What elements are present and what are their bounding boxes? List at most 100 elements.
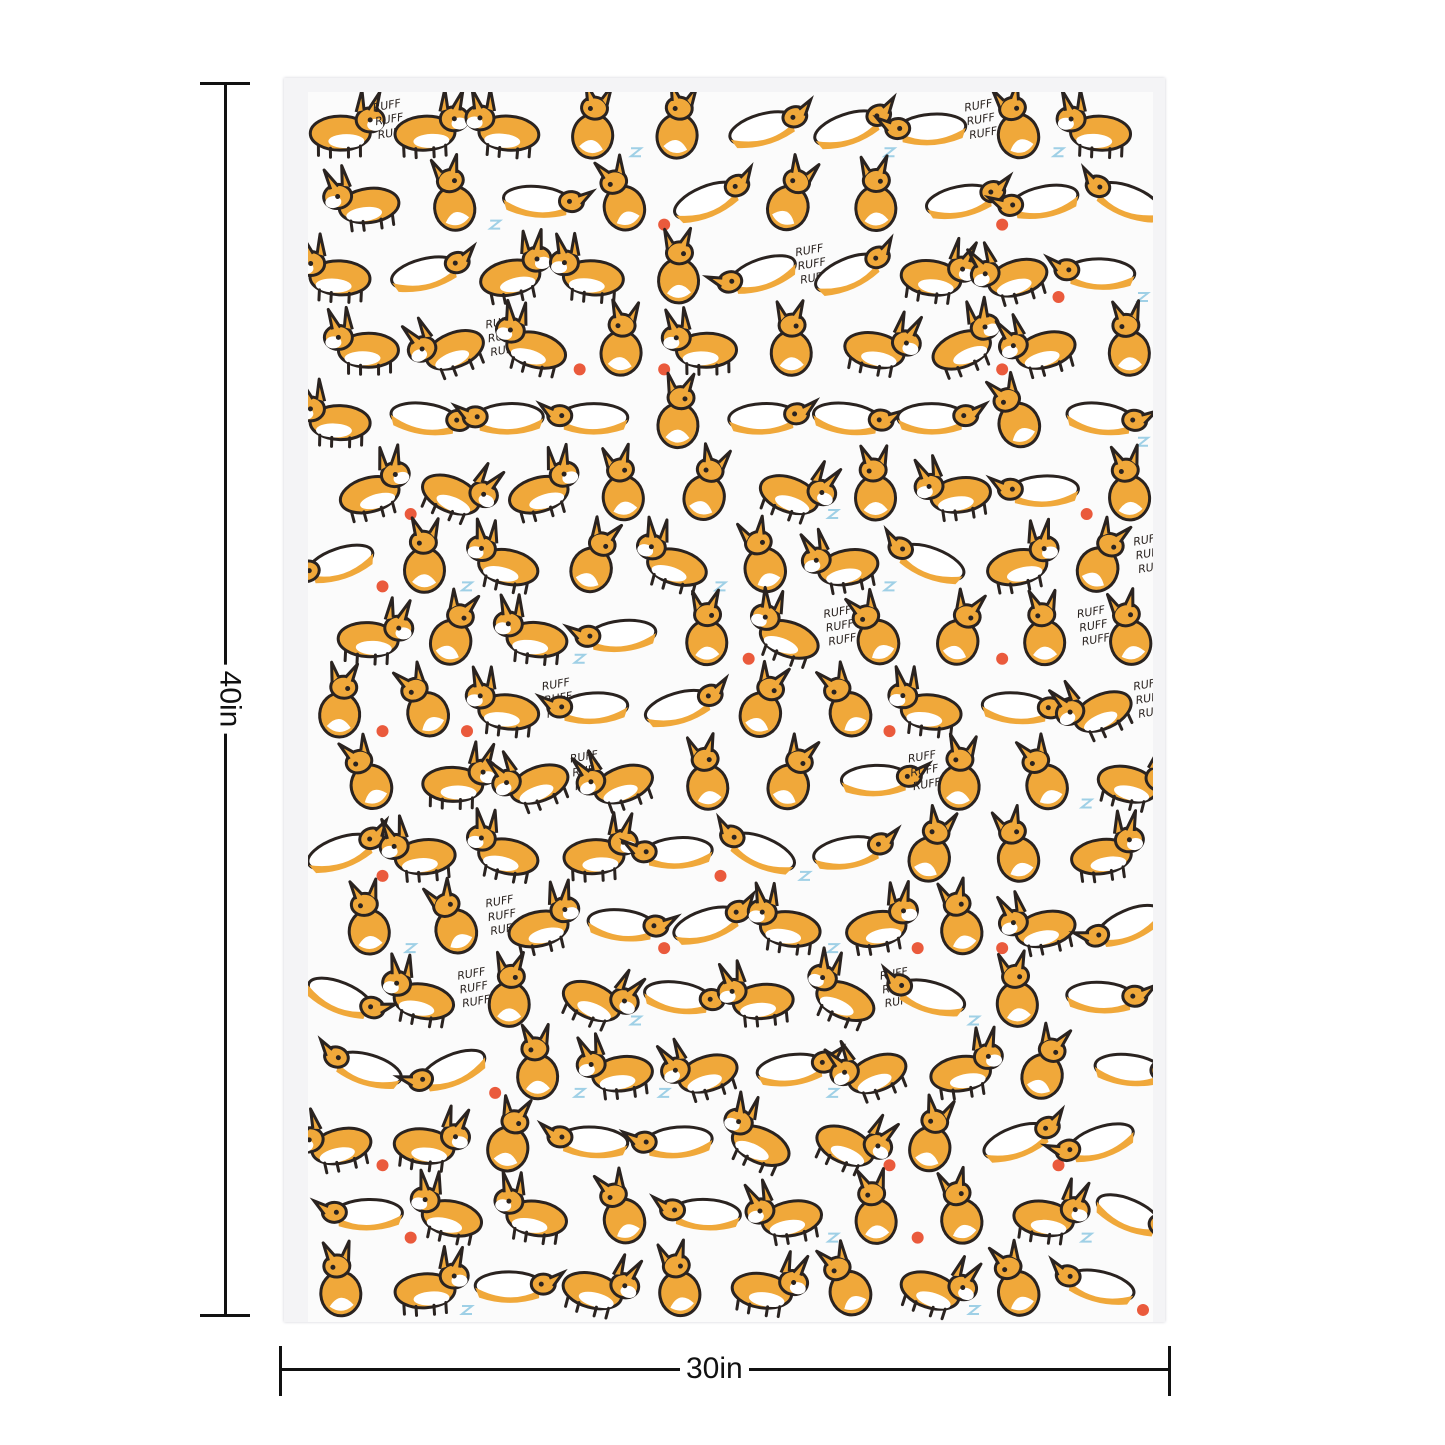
corgi-motif — [485, 750, 570, 815]
zz-mark — [1078, 798, 1095, 809]
corgi-motif — [685, 732, 730, 811]
ruff-text: RUFF — [487, 906, 518, 924]
ruff-text: RUFF — [963, 97, 994, 115]
corgi-motif — [728, 95, 814, 149]
height-dimension-top-tick — [200, 82, 250, 85]
corgi-motif — [466, 517, 540, 595]
corgi-motif — [319, 1239, 363, 1318]
ball-dot — [1052, 1159, 1065, 1172]
corgi-motif — [925, 171, 1014, 220]
corgi-motif — [1023, 588, 1067, 667]
corgi-motif — [736, 514, 787, 594]
corgi-motif — [854, 444, 898, 522]
ball-dot — [742, 652, 755, 665]
ruff-text: RUFF — [1132, 675, 1153, 693]
corgi-motif — [656, 1238, 702, 1318]
ball-dot — [996, 218, 1009, 231]
corgi-motif — [487, 950, 531, 1028]
width-label: 30in — [680, 1352, 749, 1386]
corgi-motif — [464, 92, 541, 160]
corgi-motif — [1105, 587, 1153, 666]
corgi-motif — [657, 226, 701, 305]
ruff-text: RUFF — [822, 603, 853, 621]
corgi-motif — [309, 1197, 404, 1231]
corgi-motif — [308, 232, 372, 304]
corgi-motif — [648, 1193, 742, 1231]
zz-mark — [797, 870, 813, 881]
ball-dot — [883, 1159, 896, 1172]
corgi-motif — [1047, 679, 1134, 743]
ball-dot — [996, 363, 1009, 376]
corgi-motif — [1012, 1177, 1091, 1246]
zz-mark — [628, 1015, 644, 1026]
corgi-motif — [936, 587, 987, 666]
corgi-motif — [592, 1166, 647, 1245]
ball-dot — [461, 725, 473, 738]
corgi-motif — [535, 400, 630, 435]
corgi-motif — [308, 377, 372, 449]
corgi-motif — [907, 804, 959, 883]
corgi-motif — [985, 474, 1080, 507]
ruff-text: RUFF — [1081, 631, 1112, 649]
corgi-motif — [317, 1035, 403, 1089]
corgi-motif — [548, 231, 625, 305]
corgi-motif — [429, 153, 477, 232]
ball-dot — [1052, 291, 1065, 303]
corgi-motif — [1048, 1255, 1136, 1305]
corgi-motif — [1080, 163, 1153, 223]
zz-mark — [1078, 1232, 1095, 1243]
zz-mark — [656, 1087, 673, 1098]
corgi-motif — [601, 442, 645, 522]
ruff-text: RUFF — [1137, 558, 1153, 576]
corgi-motif — [1070, 809, 1145, 884]
ruff-text: RUFF — [797, 255, 828, 273]
height-dimension-bottom-tick — [200, 1314, 250, 1317]
ball-dot — [376, 725, 389, 738]
corgi-motif — [656, 371, 700, 450]
corgi-motif — [409, 1168, 483, 1246]
ball-dot — [376, 580, 389, 593]
corgi-motif — [769, 299, 813, 377]
zz-mark — [402, 943, 419, 954]
corgi-motif — [1065, 980, 1153, 1014]
corgi-motif — [561, 968, 647, 1032]
zz-mark — [881, 147, 898, 158]
corgi-motif — [854, 154, 898, 233]
corgi-motif — [618, 1125, 714, 1159]
corgi-motif — [507, 878, 581, 957]
corgi-motif — [811, 401, 908, 436]
corgi-motif — [1055, 92, 1133, 160]
ruff-text: RUFF — [484, 892, 515, 910]
zz-mark — [825, 943, 842, 954]
corgi-motif — [655, 1037, 739, 1103]
ball-dot — [1080, 508, 1093, 521]
corgi-motif — [347, 877, 391, 956]
corgi-motif — [766, 732, 821, 811]
corgi-motif — [990, 92, 1041, 160]
height-label: 40in — [212, 664, 247, 734]
ruff-text: RUFF — [456, 965, 487, 983]
corgi-motif — [308, 815, 390, 874]
zz-mark — [487, 219, 504, 230]
corgi-motif — [1014, 732, 1069, 811]
corgi-motif — [814, 1113, 900, 1177]
corgi-motif — [743, 1178, 823, 1247]
corgi-motif — [812, 824, 902, 870]
corgi-motif — [908, 1093, 956, 1173]
corgi-motif — [391, 660, 451, 738]
corgi-motif — [799, 527, 880, 596]
corgi-motif — [672, 889, 757, 945]
corgi-motif — [730, 1250, 810, 1319]
ruff-text: RUFF — [1135, 545, 1153, 563]
corgi-motif — [636, 515, 708, 596]
zz-mark — [459, 1304, 475, 1315]
corgi-motif — [1039, 1122, 1135, 1163]
ball-dot — [376, 869, 389, 882]
corgi-motif — [322, 164, 401, 233]
zz-mark — [1135, 436, 1151, 447]
ruff-text: RUFF — [909, 762, 940, 780]
corgi-motif — [655, 92, 699, 160]
corgi-motif — [308, 1107, 373, 1175]
ball-dot — [376, 1159, 389, 1172]
ruff-text: RUFF — [907, 748, 938, 766]
